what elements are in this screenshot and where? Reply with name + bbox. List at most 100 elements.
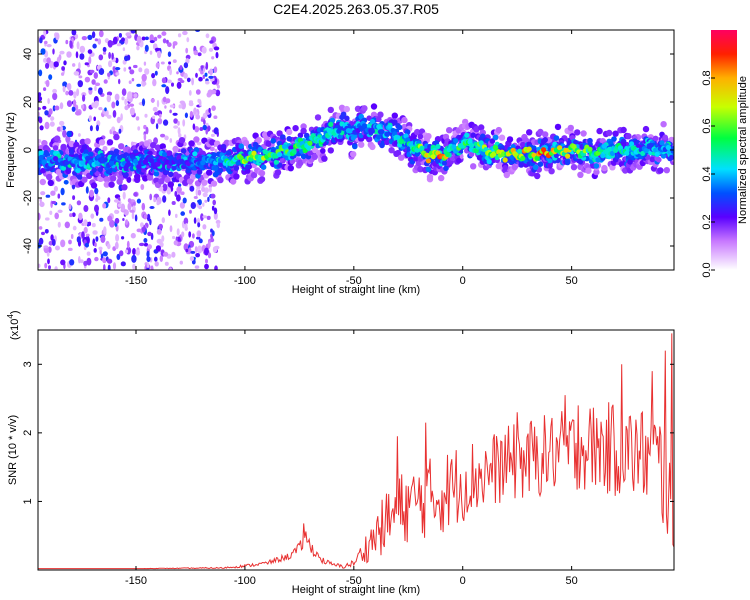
noise-speckle [38,116,43,124]
noise-speckle [75,110,81,116]
spectral-point [217,167,224,174]
noise-speckle [103,79,108,84]
noise-speckle [88,56,92,65]
noise-speckle [196,236,201,240]
noise-speckle [216,84,220,89]
noise-speckle [136,45,140,51]
noise-speckle [41,231,45,236]
noise-speckle [128,66,132,70]
noise-speckle [92,43,97,49]
spectral-point [343,105,350,113]
noise-speckle [210,193,216,199]
noise-speckle [209,40,214,44]
noise-speckle [185,248,189,253]
spectral-point [65,168,72,175]
noise-speckle [176,194,181,202]
noise-speckle [162,96,167,103]
noise-speckle [209,146,215,152]
noise-speckle [163,119,169,126]
spectral-point [61,165,67,171]
noise-speckle [94,38,99,42]
spectral-point [329,117,336,124]
noise-speckle [62,130,67,138]
spectral-point [263,135,270,142]
spectral-point [159,143,166,150]
snr-x-ticks: -150 -100 -50 0 50 [125,330,578,587]
spectral-point [136,164,142,170]
noise-speckle [182,197,187,204]
spectral-point [478,124,485,131]
spectral-point [498,134,506,141]
noise-speckle [165,86,170,95]
spectral-point [250,171,258,179]
noise-speckle [95,197,99,202]
spectral-point [172,145,179,153]
noise-speckle [137,126,141,131]
noise-speckle [146,213,151,222]
noise-speckle [78,75,83,79]
noise-speckle [179,202,185,209]
spectral-point [186,178,194,185]
spectral-point [376,116,382,123]
noise-speckle [104,38,109,44]
noise-speckle [203,187,209,194]
spectral-point [210,180,218,187]
noise-speckle [140,184,145,190]
noise-speckle [203,119,206,125]
spectral-point [419,145,425,151]
noise-speckle [82,94,86,102]
spectral-point [76,174,83,180]
noise-speckle [146,250,150,258]
spectral-point [612,130,619,137]
noise-speckle [154,256,158,262]
noise-speckle [149,193,153,201]
noise-speckle [215,51,219,59]
noise-speckle [95,124,99,132]
spectral-point [81,144,88,150]
noise-speckle [179,100,185,105]
noise-speckle [94,242,97,248]
noise-speckle [162,38,167,44]
noise-speckle [132,263,136,270]
noise-speckle [195,188,198,197]
noise-speckle [195,72,198,78]
spectral-point [311,146,318,154]
noise-speckle [211,80,217,85]
spectral-point [595,157,601,163]
noise-speckle [162,195,167,203]
spectral-point [327,106,334,114]
noise-speckle [59,50,65,55]
spectral-point [223,139,230,146]
spectral-point [146,174,154,181]
spectral-point [403,133,409,139]
noise-speckle [192,233,195,239]
noise-speckle [163,251,169,257]
noise-speckle [39,125,44,131]
noise-speckle [106,258,113,264]
colorbar-tick-label: 0.0 [701,262,713,277]
spectral-point [366,115,373,121]
noise-speckle [180,80,185,83]
noise-speckle [71,106,76,112]
noise-speckle [193,107,197,115]
noise-speckle [146,267,150,270]
noise-speckle [164,105,167,109]
noise-speckle [189,209,192,214]
noise-speckle [93,248,97,253]
spectral-point [358,113,365,120]
snr-frame [37,329,675,571]
noise-speckle [73,91,77,99]
y-tick-label: 0 [22,147,34,153]
noise-speckle [161,235,165,243]
spectral-point [38,154,44,161]
noise-speckle [43,57,47,63]
noise-speckle [52,88,57,94]
noise-speckle [176,228,180,236]
spectral-point [347,128,353,134]
noise-speckle [136,35,142,44]
noise-speckle [204,199,208,203]
noise-speckle [214,265,218,270]
noise-speckle [88,115,93,122]
noise-speckle [213,115,218,119]
spectral-point [97,166,104,173]
